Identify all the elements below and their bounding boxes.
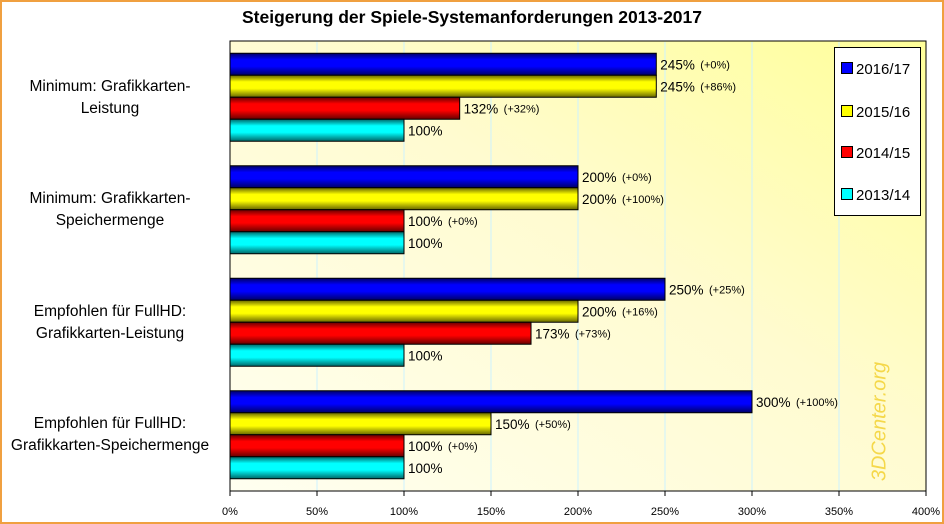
bar-value-label: 245% <box>660 57 695 72</box>
bar-delta-label: (+100%) <box>796 397 838 409</box>
category-label-line: Leistung <box>80 100 140 117</box>
category-label: Minimum: Grafikkarten- Speichermenge <box>0 188 220 232</box>
bar <box>229 231 405 255</box>
x-tick-label: 250% <box>651 506 679 518</box>
category-label: Empfohlen für FullHD: Grafikkarten-Speic… <box>0 413 220 457</box>
bar-value-label: 173% <box>535 326 570 341</box>
legend: 2016/17 2015/16 2014/15 2013/14 <box>834 47 921 216</box>
bar-value-label: 200% <box>582 304 617 319</box>
bar-value-label: 150% <box>495 417 530 432</box>
bar-delta-label: (+32%) <box>504 103 540 115</box>
bar-value-label: 245% <box>660 79 695 94</box>
bar-delta-label: (+86%) <box>700 81 736 93</box>
bar-value-label: 100% <box>408 236 443 251</box>
bar-value-label: 100% <box>408 461 443 476</box>
category-label: Minimum: Grafikkarten- Leistung <box>0 76 220 120</box>
bar-value-label: 100% <box>408 439 443 454</box>
category-label-line: Empfohlen für FullHD: <box>33 415 187 432</box>
watermark: 3DCenter.org <box>868 361 891 482</box>
x-tick-label: 50% <box>306 506 328 518</box>
category-label-line: Grafikkarten-Speichermenge <box>10 437 210 454</box>
bar-delta-label: (+73%) <box>575 328 611 340</box>
legend-item: 2014/15 <box>841 145 910 162</box>
bar-delta-label: (+0%) <box>700 59 730 71</box>
bar <box>229 321 532 345</box>
x-tick-label: 200% <box>564 506 592 518</box>
category-label: Empfohlen für FullHD: Grafikkarten-Leist… <box>0 301 220 345</box>
legend-label: 2014/15 <box>856 145 911 162</box>
bar <box>229 277 666 301</box>
bar <box>229 343 405 367</box>
category-label-line: Minimum: Grafikkarten- <box>29 190 191 207</box>
bar-value-label: 100% <box>408 123 443 138</box>
bar <box>229 390 753 414</box>
bar <box>229 96 461 120</box>
bar-value-label: 100% <box>408 348 443 363</box>
legend-swatch <box>841 188 853 200</box>
bar-delta-label: (+16%) <box>622 306 658 318</box>
x-tick-label: 150% <box>477 506 505 518</box>
legend-label: 2016/17 <box>856 61 911 78</box>
x-tick-label: 100% <box>390 506 418 518</box>
bar-value-label: 132% <box>464 101 499 116</box>
x-tick-label: 400% <box>912 506 940 518</box>
legend-label: 2013/14 <box>856 187 911 204</box>
bar <box>229 456 405 480</box>
bar-delta-label: (+0%) <box>448 216 478 228</box>
bar <box>229 165 579 189</box>
x-tick-label: 350% <box>825 506 853 518</box>
bar-delta-label: (+100%) <box>622 194 664 206</box>
bar <box>229 434 405 458</box>
legend-swatch <box>841 146 853 158</box>
x-tick-label: 0% <box>222 506 238 518</box>
category-label-line: Speichermenge <box>55 212 165 229</box>
bar-value-label: 100% <box>408 214 443 229</box>
legend-label: 2015/16 <box>856 104 911 121</box>
bar-value-label: 300% <box>756 395 791 410</box>
bar <box>229 299 579 323</box>
legend-swatch <box>841 62 853 74</box>
chart-title: Steigerung der Spiele-Systemanforderunge… <box>241 7 703 27</box>
legend-item: 2015/16 <box>841 104 910 121</box>
bar <box>229 118 405 142</box>
bar-delta-label: (+25%) <box>709 284 745 296</box>
bar <box>229 187 579 211</box>
bar-value-label: 250% <box>669 282 704 297</box>
bar-delta-label: (+50%) <box>535 419 571 431</box>
bar-delta-label: (+0%) <box>622 172 652 184</box>
category-label-line: Grafikkarten-Leistung <box>35 325 185 342</box>
bar-value-label: 200% <box>582 192 617 207</box>
category-label-line: Minimum: Grafikkarten- <box>29 78 191 95</box>
bar-delta-label: (+0%) <box>448 441 478 453</box>
category-label-line: Empfohlen für FullHD: <box>33 303 187 320</box>
legend-item: 2016/17 <box>841 61 910 78</box>
bar-value-label: 200% <box>582 170 617 185</box>
bar <box>229 52 657 76</box>
legend-item: 2013/14 <box>841 187 910 204</box>
bar <box>229 209 405 233</box>
bar <box>229 74 657 98</box>
legend-swatch <box>841 105 853 117</box>
bar <box>229 412 492 436</box>
x-tick-label: 300% <box>738 506 766 518</box>
